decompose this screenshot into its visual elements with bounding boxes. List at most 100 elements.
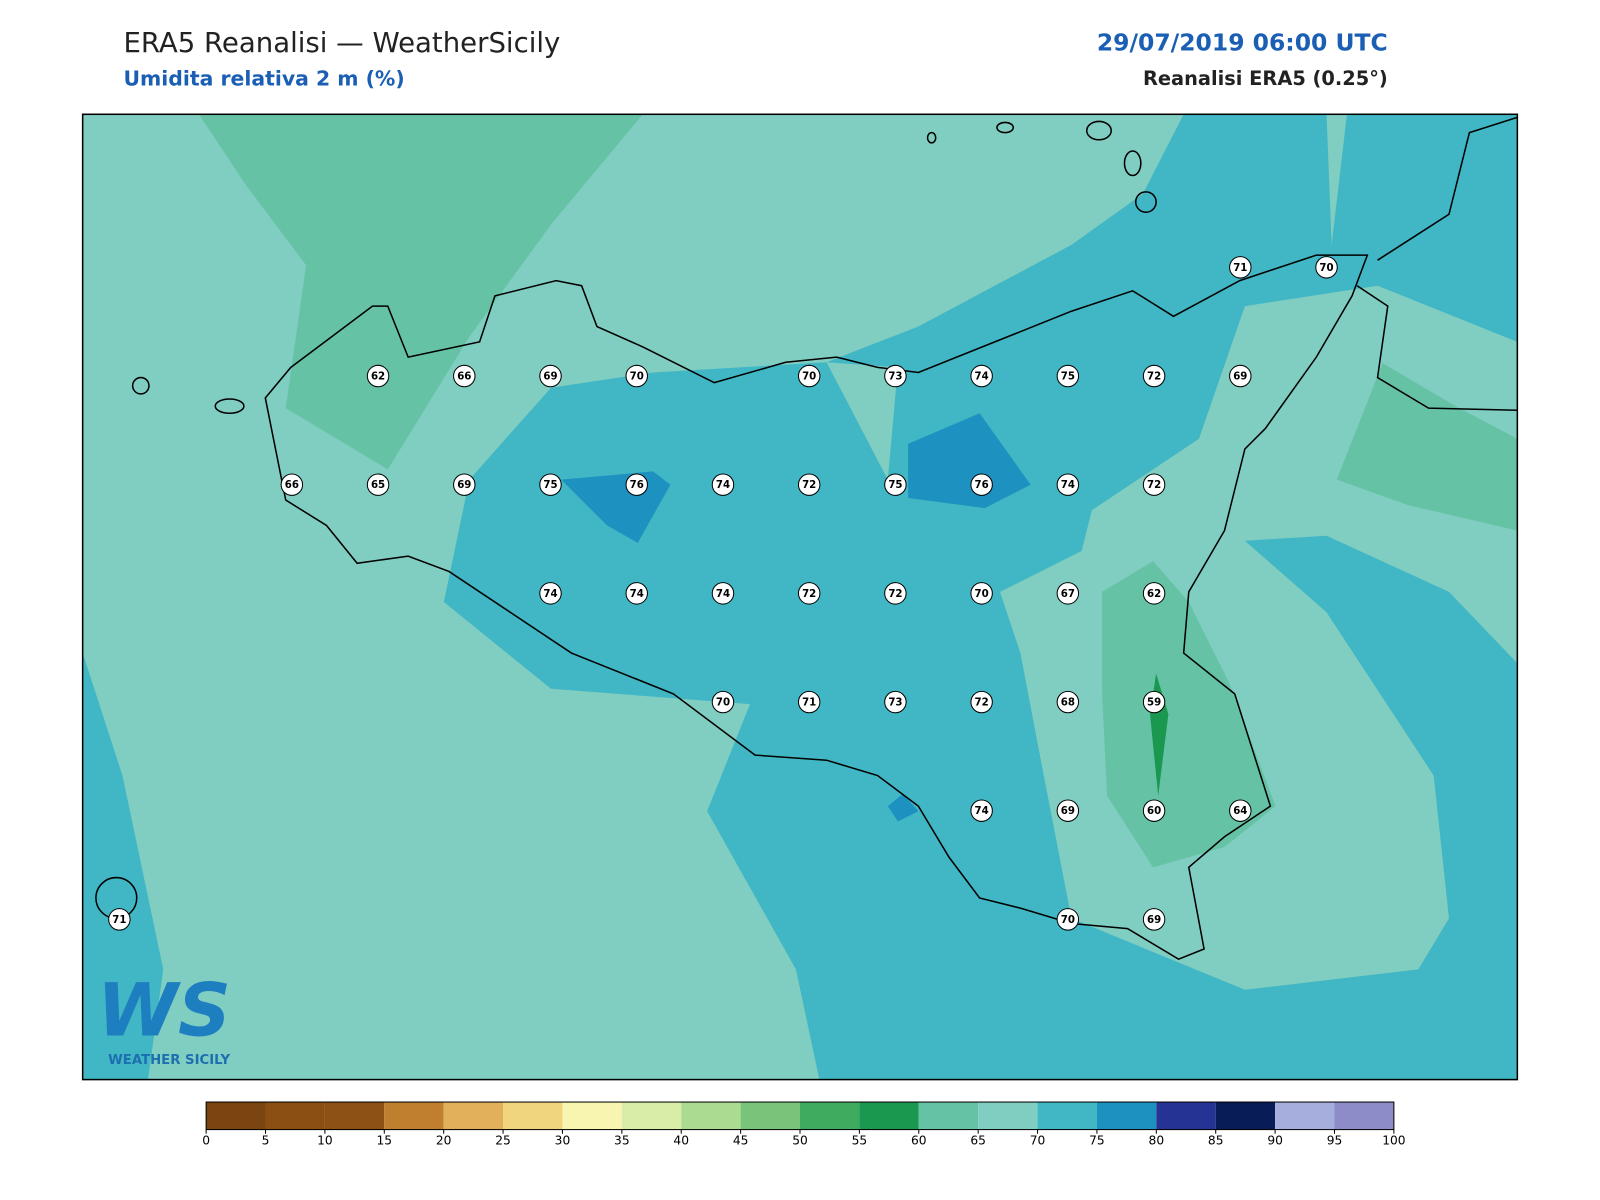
color-bin (1215, 1102, 1276, 1130)
station: 71 (108, 908, 131, 931)
station: 74 (970, 799, 993, 822)
station: 70 (1315, 256, 1338, 279)
station: 71 (1229, 256, 1252, 279)
station: 72 (1142, 364, 1166, 388)
contour (443, 362, 1518, 1080)
color-bin (740, 1102, 800, 1130)
station: 76 (625, 473, 648, 496)
station-value: 62 (1147, 589, 1161, 600)
station-marker (970, 473, 993, 496)
station: 70 (711, 690, 735, 714)
station-value: 70 (630, 372, 644, 383)
station: 64 (1229, 799, 1252, 822)
station-value: 70 (975, 589, 989, 600)
station: 69 (1229, 364, 1252, 388)
station-value: 74 (630, 589, 644, 600)
station-value: 66 (285, 480, 299, 491)
station: 73 (884, 690, 907, 714)
contour (1102, 561, 1276, 868)
station-value: 73 (888, 372, 902, 383)
station-value: 75 (543, 480, 557, 491)
station-value: 70 (1319, 263, 1333, 274)
colorbar-tick-label: 65 (970, 1133, 986, 1147)
station-value: 72 (802, 589, 816, 600)
station-value: 75 (1061, 372, 1075, 383)
station: 69 (1056, 799, 1080, 822)
station-value: 60 (1147, 806, 1161, 817)
colorbar-tick-label: 40 (673, 1133, 689, 1147)
station: 72 (1142, 473, 1166, 496)
contour (1336, 363, 1518, 531)
station-value: 69 (1147, 915, 1161, 926)
station: 62 (366, 364, 390, 388)
station-value: 71 (112, 915, 126, 926)
colorbar-tick-label: 55 (852, 1133, 868, 1147)
station-value: 70 (716, 698, 730, 709)
color-bin (206, 1102, 266, 1130)
color-bin (384, 1102, 444, 1130)
station-marker (625, 582, 648, 605)
color-bin (800, 1102, 860, 1130)
station: 69 (453, 473, 476, 496)
colorbar-tick-label: 95 (1327, 1133, 1343, 1147)
station-value: 62 (371, 372, 385, 383)
station-value: 72 (975, 698, 989, 709)
colorbar-tick-label: 15 (376, 1133, 392, 1147)
colorbar-tick-label: 50 (792, 1133, 808, 1147)
colorbar-tick-label: 5 (262, 1133, 270, 1147)
station-value: 59 (1147, 698, 1161, 709)
colorbar: 0 5 10 15 20 25 30 35 40 45 50 55 60 65 70 75 80 85 90 95 10… (202, 1101, 1406, 1147)
station: 73 (884, 364, 907, 388)
station-value: 71 (1233, 263, 1247, 274)
colorbar-tick-label: 20 (436, 1133, 452, 1147)
station-value: 70 (1061, 915, 1075, 926)
station: 62 (1142, 582, 1166, 605)
colorbar-tick-label: 0 (202, 1133, 210, 1147)
station: 66 (453, 364, 476, 388)
color-bin (503, 1102, 563, 1130)
station-marker (884, 690, 907, 714)
station: 71 (797, 690, 821, 714)
color-bin (1156, 1102, 1216, 1130)
color-bin (1334, 1102, 1394, 1130)
contour (826, 114, 1518, 511)
station-value: 72 (802, 480, 816, 491)
station-marker (625, 364, 648, 388)
station: 70 (970, 582, 993, 605)
colorbar-tick-label: 80 (1149, 1133, 1165, 1147)
station-marker (366, 364, 390, 388)
color-bin (978, 1102, 1038, 1130)
station-value: 76 (630, 480, 644, 491)
colorbar-tick-label: 100 (1382, 1133, 1405, 1147)
station-marker (970, 799, 993, 822)
station-marker (1056, 473, 1080, 496)
station: 75 (539, 473, 562, 496)
station: 74 (970, 364, 993, 388)
station-marker (1229, 799, 1252, 822)
station-marker (970, 690, 993, 714)
logo-name: WEATHER SICILY (108, 1053, 230, 1068)
station: 70 (1056, 908, 1080, 931)
source: Reanalisi ERA5 (0.25°) (1143, 67, 1388, 90)
station-value: 76 (975, 480, 989, 491)
station: 69 (539, 364, 562, 388)
station: 75 (1056, 364, 1080, 388)
station-marker (797, 582, 821, 605)
station-marker (1056, 582, 1080, 605)
logo-letters: WS (97, 968, 231, 1053)
subtitle: Umidita relativa 2 m (%) (123, 67, 404, 91)
station-marker (366, 473, 390, 496)
contour (887, 793, 919, 822)
station-value: 66 (457, 372, 471, 383)
contour (908, 413, 1031, 509)
station: 74 (711, 473, 735, 496)
station-marker (625, 473, 648, 496)
station-value: 72 (1147, 480, 1161, 491)
station: 72 (884, 582, 907, 605)
station-marker (797, 364, 821, 388)
station-marker (108, 908, 131, 931)
station-marker (1229, 364, 1252, 388)
station-value: 72 (1147, 372, 1161, 383)
station-marker (1142, 473, 1166, 496)
